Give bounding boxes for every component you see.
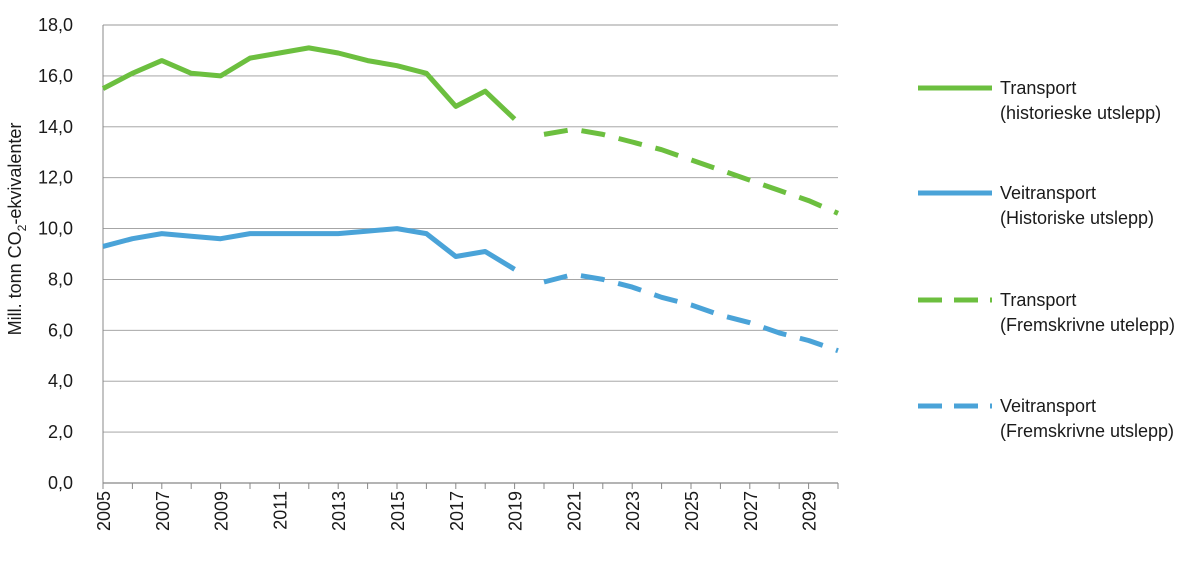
x-tick-label: 2019 [506, 491, 526, 531]
x-tick-label: 2027 [741, 491, 761, 531]
y-axis-label-prefix: Mill. tonn CO [5, 231, 25, 335]
legend-label: (Fremskrivne utslepp) [1000, 421, 1174, 441]
legend-label: Veitransport [1000, 396, 1096, 416]
legend-label: Transport [1000, 290, 1076, 310]
x-tick-label: 2011 [270, 491, 290, 530]
y-axis-label: Mill. tonn CO2-ekvivalenter [5, 123, 29, 336]
y-axis-label-suffix: -ekvivalenter [5, 123, 25, 225]
legend-label: Veitransport [1000, 183, 1096, 203]
x-tick-label: 2017 [447, 491, 467, 531]
y-tick-label: 6,0 [48, 320, 73, 340]
legend-label: (historieske utslepp) [1000, 103, 1161, 123]
series-line-1 [102, 226, 516, 272]
series-lines [101, 45, 839, 354]
y-tick-label: 2,0 [48, 422, 73, 442]
y-tick-label: 4,0 [48, 371, 73, 391]
y-tick-label: 16,0 [38, 66, 73, 86]
x-tick-label: 2015 [388, 491, 408, 531]
y-axis-label-subscript: 2 [15, 224, 29, 231]
x-tick-label: 2021 [564, 491, 584, 531]
legend-label: (Historiske utslepp) [1000, 208, 1154, 228]
x-tick-label: 2029 [800, 491, 820, 531]
x-tick-label: 2023 [623, 491, 643, 531]
y-axis-label-group: Mill. tonn CO2-ekvivalenter [5, 123, 29, 336]
x-tick-label: 2013 [329, 491, 349, 531]
x-tick-label: 2005 [94, 491, 114, 531]
series-line-2 [543, 126, 839, 216]
gridlines [102, 24, 838, 484]
y-tick-label: 14,0 [38, 117, 73, 137]
series-line-0 [101, 45, 517, 121]
y-tick-label: 18,0 [38, 15, 73, 35]
y-tick-label: 0,0 [48, 473, 73, 493]
legend: Transport (historieske utslepp) Veitranspo… [918, 78, 1175, 441]
legend-label: Transport [1000, 78, 1076, 98]
y-axis-ticks: 0,0 2,0 4,0 6,0 8,0 10,0 12,0 14,0 16,0 18,0 [38, 15, 73, 493]
series-line-3 [543, 271, 839, 354]
x-axis-ticks: 2005 2007 2009 2011 2013 2015 2017 2019 2021 2023… [94, 483, 839, 531]
x-tick-label: 2009 [212, 491, 232, 531]
y-tick-label: 8,0 [48, 269, 73, 289]
legend-label: (Fremskrivne utelepp) [1000, 315, 1175, 335]
y-tick-label: 12,0 [38, 168, 73, 188]
x-tick-label: 2007 [153, 491, 173, 531]
x-tick-label: 2025 [682, 491, 702, 531]
y-tick-label: 10,0 [38, 219, 73, 239]
